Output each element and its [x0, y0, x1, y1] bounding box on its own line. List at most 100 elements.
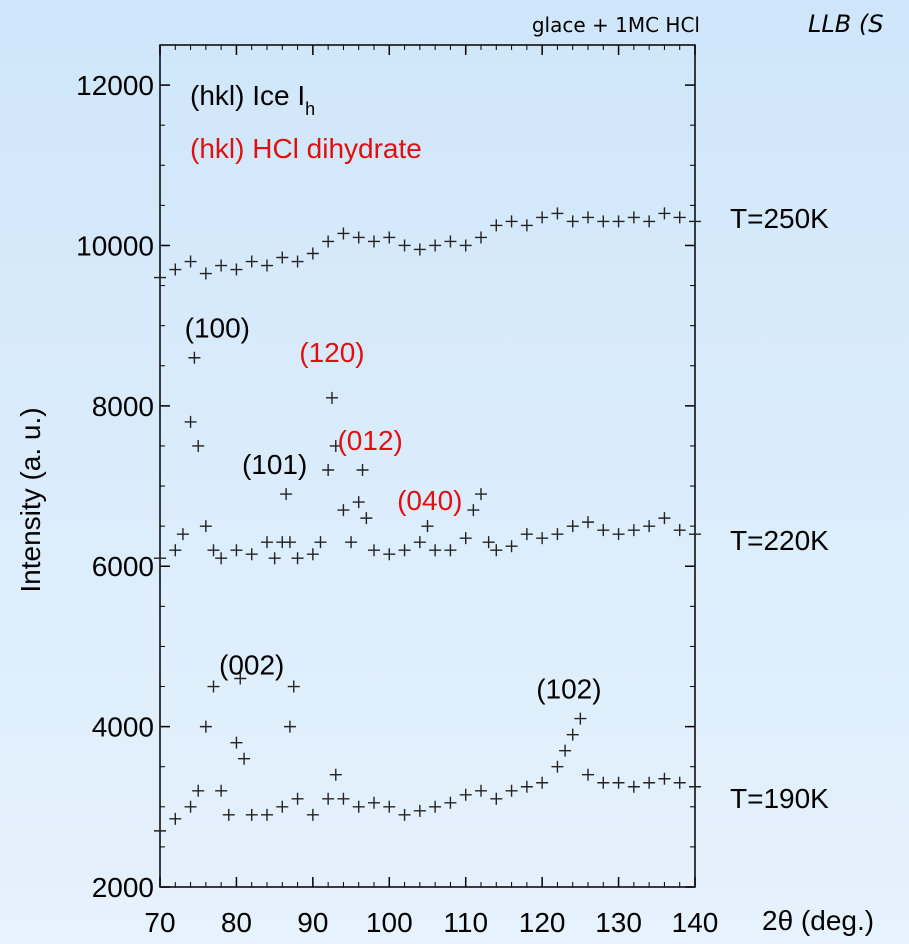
data-point [207, 680, 220, 693]
data-point [597, 776, 610, 789]
data-point [597, 524, 610, 537]
data-point [245, 548, 258, 561]
x-tick-label: 90 [297, 907, 328, 938]
data-markers [154, 207, 701, 837]
data-point [413, 243, 426, 256]
data-point [520, 780, 533, 793]
peak-label: (012) [337, 425, 402, 456]
data-point [283, 536, 296, 549]
data-point [421, 520, 434, 533]
data-point [490, 219, 503, 232]
data-point [612, 776, 625, 789]
y-tick-label: 8000 [92, 391, 154, 422]
data-point [398, 544, 411, 557]
data-point [627, 211, 640, 224]
data-point [520, 219, 533, 232]
peak-label: (002) [219, 649, 284, 680]
y-tick-label: 4000 [92, 712, 154, 743]
data-point [673, 776, 686, 789]
data-point [658, 772, 671, 785]
data-point [475, 784, 487, 797]
y-tick-label: 2000 [92, 872, 154, 903]
x-axis-ticks: 70 80 90 100 110 120 130 140 [144, 45, 718, 938]
data-point [536, 211, 549, 224]
data-point [245, 808, 258, 821]
data-point [291, 792, 304, 805]
data-point [689, 528, 701, 541]
series-label-190k: T=190K [730, 783, 829, 814]
data-point [673, 211, 686, 224]
data-point [383, 231, 396, 244]
data-point [658, 512, 671, 525]
data-point [184, 415, 197, 428]
data-point [505, 215, 518, 228]
data-point [306, 548, 319, 561]
data-point [192, 784, 205, 797]
data-point [536, 776, 549, 789]
data-point [215, 552, 228, 565]
data-point [230, 544, 243, 557]
sample-label: glace + 1MC HCl [532, 13, 700, 37]
peak-label: (100) [185, 313, 250, 344]
data-point [383, 548, 396, 561]
data-point [291, 255, 304, 268]
data-point [444, 796, 457, 809]
x-tick-label: 130 [595, 907, 642, 938]
data-point [643, 520, 656, 533]
data-point [222, 808, 235, 821]
data-point [337, 227, 350, 240]
data-point [207, 544, 220, 557]
data-point [444, 235, 457, 248]
data-point [306, 808, 319, 821]
data-point [536, 532, 549, 545]
data-point [169, 544, 182, 557]
data-point [306, 247, 319, 260]
data-point [689, 215, 701, 228]
data-point [566, 520, 579, 533]
data-point [192, 439, 205, 452]
peak-label: (101) [242, 449, 307, 480]
data-point [329, 768, 342, 781]
data-point [352, 800, 365, 813]
x-tick-label: 140 [672, 907, 719, 938]
data-point [429, 239, 442, 252]
data-point [280, 488, 293, 501]
data-point [467, 504, 480, 517]
data-point [287, 680, 300, 693]
data-point [169, 812, 182, 825]
data-point [154, 271, 166, 284]
data-point [566, 728, 579, 741]
data-point [329, 439, 342, 452]
legend-ice-text: (hkl) Ice I [190, 80, 305, 111]
data-point [261, 808, 273, 821]
data-point [352, 496, 365, 509]
data-point [551, 760, 564, 773]
plot-frame [159, 44, 696, 888]
data-point [429, 544, 442, 557]
data-point [612, 528, 625, 541]
data-point [322, 464, 335, 477]
data-point [360, 512, 373, 525]
data-point [551, 528, 564, 541]
facility-label: LLB (S [808, 10, 883, 38]
x-tick-label: 70 [144, 907, 175, 938]
data-point [276, 251, 289, 264]
data-point [582, 768, 594, 781]
data-point [574, 712, 587, 725]
data-point [199, 520, 212, 533]
data-point [673, 524, 686, 537]
data-point [482, 536, 495, 549]
y-tick-label: 12000 [76, 70, 154, 101]
data-point [627, 780, 640, 793]
data-point [188, 351, 201, 364]
data-point [383, 800, 396, 813]
y-tick-label: 10000 [76, 230, 154, 261]
data-point [245, 255, 258, 268]
data-point [475, 488, 487, 501]
data-point [398, 239, 411, 252]
data-point [154, 552, 166, 565]
data-point [566, 215, 579, 228]
data-point [230, 263, 243, 276]
data-point [612, 215, 625, 228]
